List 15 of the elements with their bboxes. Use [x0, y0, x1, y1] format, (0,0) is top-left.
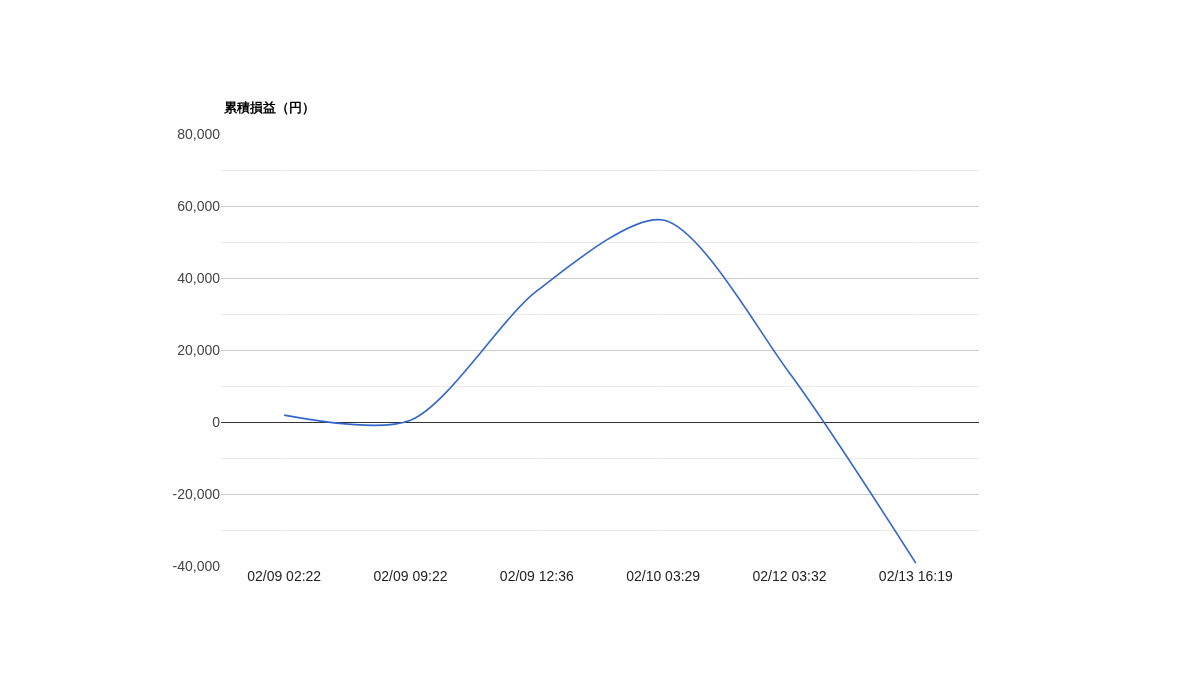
- y-tick-label: -20,000: [172, 485, 221, 502]
- x-tick-label: 02/09 02:22: [247, 568, 322, 584]
- line-series: [283, 219, 917, 564]
- y-tick-label: -40,000: [172, 557, 221, 574]
- y-tick-label: 40,000: [177, 269, 221, 286]
- x-tick-label: 02/09 09:22: [373, 568, 448, 584]
- y-tick-label: 60,000: [177, 197, 221, 214]
- x-tick-label: 02/13 16:19: [878, 568, 954, 584]
- x-tick-label: 02/09 12:36: [499, 568, 575, 584]
- y-tick-label: 80,000: [177, 125, 221, 142]
- y-axis-title: 累積損益（円）: [223, 100, 315, 115]
- x-tick-label: 02/10 03:29: [626, 568, 701, 584]
- y-tick-label: 20,000: [177, 341, 221, 358]
- x-tick-label: 02/12 03:32: [752, 568, 827, 584]
- y-tick-label: 0: [212, 413, 221, 430]
